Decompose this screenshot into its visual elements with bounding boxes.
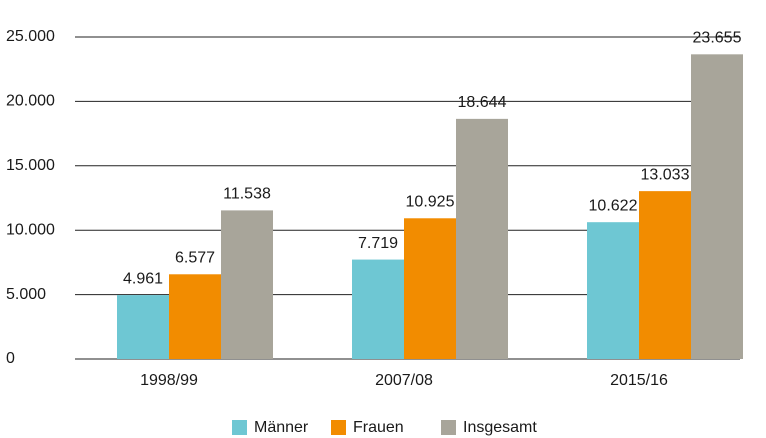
legend-swatch — [331, 420, 346, 435]
bar — [456, 118, 508, 359]
x-tick-label: 2007/08 — [375, 372, 433, 389]
y-tick-label: 15.000 — [6, 157, 55, 174]
value-label: 13.033 — [641, 166, 690, 183]
value-label: 10.925 — [406, 194, 455, 211]
value-label: 11.538 — [223, 186, 271, 203]
legend-label: Frauen — [353, 419, 404, 436]
legend-swatch — [232, 420, 247, 435]
legend-label: Insgesamt — [463, 419, 537, 436]
bar — [587, 222, 639, 359]
bar — [352, 259, 404, 359]
value-label: 6.577 — [175, 250, 215, 267]
y-tick-label: 10.000 — [6, 221, 55, 238]
y-tick-label: 0 — [6, 350, 15, 367]
bar — [639, 191, 691, 359]
x-tick-label: 2015/16 — [610, 372, 668, 389]
value-label: 23.655 — [693, 30, 742, 47]
y-tick-label: 25.000 — [6, 28, 55, 45]
value-label: 10.622 — [589, 197, 638, 214]
bar — [691, 54, 743, 359]
bar — [221, 210, 273, 359]
value-label: 7.719 — [358, 235, 398, 252]
y-tick-label: 5.000 — [6, 286, 46, 303]
value-label: 18.644 — [458, 94, 507, 111]
y-tick-label: 20.000 — [6, 93, 55, 110]
legend-label: Männer — [254, 419, 309, 436]
bar — [117, 295, 169, 359]
bar — [169, 274, 221, 359]
legend-swatch — [441, 420, 456, 435]
value-label: 4.961 — [123, 270, 163, 287]
bar — [404, 218, 456, 359]
x-tick-label: 1998/99 — [140, 372, 198, 389]
